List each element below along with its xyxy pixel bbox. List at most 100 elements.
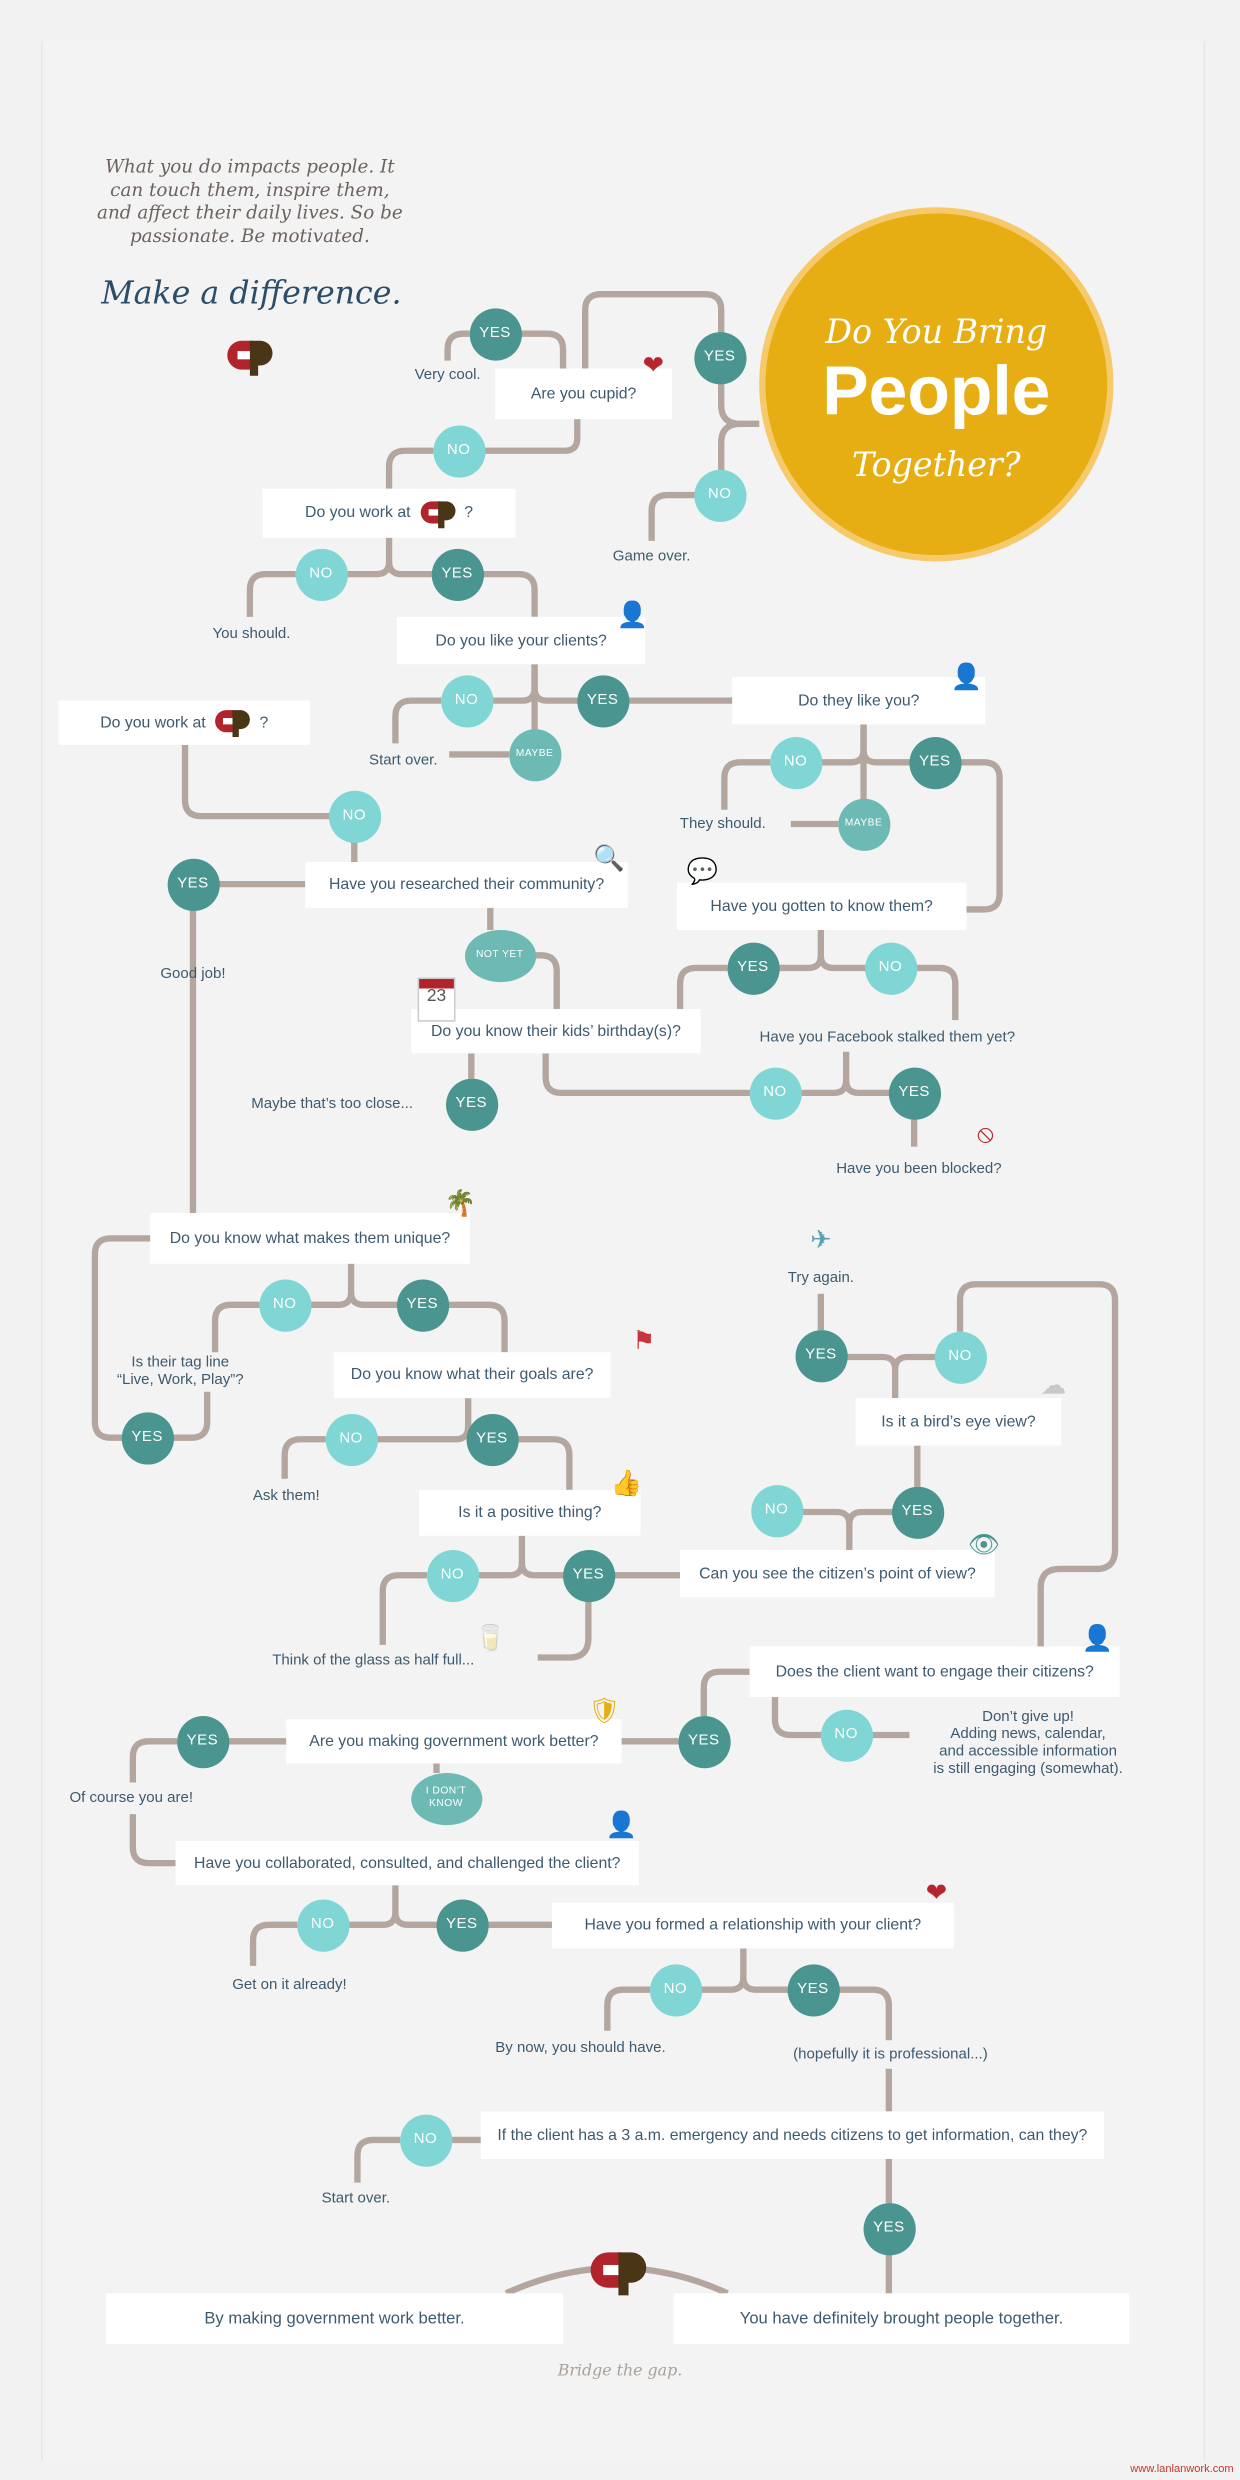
question-box: Are you cupid? (495, 368, 673, 420)
connector-line (392, 697, 442, 744)
answer-yes: YES (120, 1411, 174, 1464)
question-box: Does the client want to engage their cit… (749, 1646, 1120, 1698)
question-text: Do you work at (305, 504, 411, 522)
outcome-note: They should. (679, 815, 766, 833)
hero-line-2: People (822, 352, 1051, 431)
connector-line (892, 1353, 961, 1370)
outcome-note: Start over. (321, 2189, 391, 2208)
outcome-note: Don’t give up! Adding news, calendar, an… (933, 1708, 1123, 1778)
connector-line (515, 952, 560, 1010)
answer-no: NO (748, 1066, 802, 1119)
connector-line (246, 570, 296, 617)
outcome-note: By now, you should have. (495, 2039, 666, 2057)
flag-icon: ⚑ (632, 1328, 656, 1356)
connector-line (181, 744, 355, 820)
question-text: Do you work at (100, 714, 206, 732)
connector-line (956, 1281, 1119, 1647)
connector-line (740, 1976, 813, 1993)
connector-line (447, 1301, 508, 1353)
person-plus-icon: 👤 (1081, 1625, 1114, 1653)
question-box: Do you like your clients? (396, 616, 646, 665)
connector-line (495, 330, 567, 369)
answer-no: NO (296, 1898, 349, 1951)
connector-line (129, 1814, 176, 1867)
question-box: If the client has a 3 a.m. emergency and… (480, 2111, 1104, 2159)
connector-line (458, 419, 581, 454)
connector-line (129, 1738, 178, 1783)
outcome-note: Ask them! (252, 1487, 320, 1505)
connector-line (838, 1986, 893, 2041)
connector-line (676, 964, 728, 1010)
answer-no: NO (328, 790, 381, 843)
answer-yes: YES (430, 548, 484, 601)
connector-line (249, 1921, 298, 1966)
connector-line (518, 1562, 589, 1579)
outcome-note: Have you been blocked? (836, 1160, 1002, 1178)
connector-line (771, 1697, 847, 1739)
connector-line (700, 1668, 750, 1717)
hero-circle: Do You Bring People Together? (759, 207, 1114, 562)
answer-no: NO (325, 1413, 378, 1466)
footer-text: Bridge the gap. (557, 2362, 683, 2381)
question-box: Is it a bird’s eye view? (855, 1398, 1062, 1446)
answer-yes: YES (176, 1715, 229, 1768)
result-box: By making government work better. (105, 2293, 564, 2344)
answer-yes: YES (726, 941, 779, 995)
answer-no: NO (820, 1708, 873, 1762)
connector-line (721, 759, 771, 810)
answer-no: NO (693, 468, 746, 522)
connector-line (379, 1572, 428, 1645)
hero-line-3: Together? (852, 446, 1021, 484)
answer-maybe: MAYBE (837, 797, 890, 851)
outcome-note: Is their tag line “Live, Work, Play”? (116, 1353, 244, 1389)
shield-icon: 🛡 (588, 1698, 621, 1726)
outcome-note: Have you Facebook stalked them yet? (759, 1028, 1016, 1047)
outcome-note: Of course you are! (69, 1789, 194, 1807)
connector-line (842, 1080, 915, 1097)
person-two-icon: 👤 (950, 664, 983, 692)
glass-icon: 🥛 (474, 1625, 507, 1653)
watermark: www.lanlanwork.com (1130, 2464, 1234, 2476)
connector-line (347, 1291, 423, 1308)
answer-yes: YES (794, 1329, 847, 1382)
hero-line-1: Do You Bring (825, 313, 1048, 352)
answer-yes: YES (677, 1715, 730, 1768)
outcome-note: You should. (212, 625, 291, 643)
connector-line (817, 955, 891, 972)
question-box: Have you gotten to know them? (676, 882, 967, 930)
connector-line (482, 570, 538, 617)
answer-yes: YES (693, 331, 746, 384)
connector-line (91, 1235, 151, 1441)
outcome-note: Game over. (612, 548, 691, 566)
connector-line (776, 1508, 853, 1525)
connector-line (648, 491, 696, 541)
connector-line (392, 1911, 462, 1928)
answer-yes: YES (862, 2202, 915, 2255)
question-box: Are you making government work better? (286, 1719, 622, 1764)
thumbs-up-icon: 👍 (610, 1470, 643, 1498)
outcome-note: Try again. (787, 1269, 854, 1287)
cloud-sun-icon: ☁ (1040, 1372, 1066, 1400)
question-box: Have you researched their community? (305, 861, 628, 908)
answer-no: NO (258, 1278, 311, 1331)
connector-line (915, 964, 959, 1021)
answer-no: NO (933, 1330, 987, 1384)
connector-line (444, 330, 470, 361)
answer-no: NO (440, 674, 493, 727)
answer-yes: YES (435, 1898, 488, 1951)
question-box: Do you know what their goals are? (333, 1352, 611, 1399)
answer-yes: YES (166, 858, 220, 911)
outcome-note: Start over. (369, 752, 438, 770)
chat-bubbles-icon: 💬 (686, 858, 718, 886)
question-text: ? (259, 714, 269, 732)
cp-logo (420, 500, 455, 528)
magnifier-icon: 🔍 (593, 846, 625, 874)
answer-yes: YES (396, 1278, 449, 1331)
answer-no: NO (432, 424, 485, 477)
answer-no: NO (399, 2113, 452, 2167)
outcome-note: Very cool. (414, 366, 481, 384)
intro-text: What you do impacts people. It can touch… (97, 154, 403, 246)
connector-line (281, 1436, 326, 1479)
question-box: Do they like you? (732, 676, 986, 725)
